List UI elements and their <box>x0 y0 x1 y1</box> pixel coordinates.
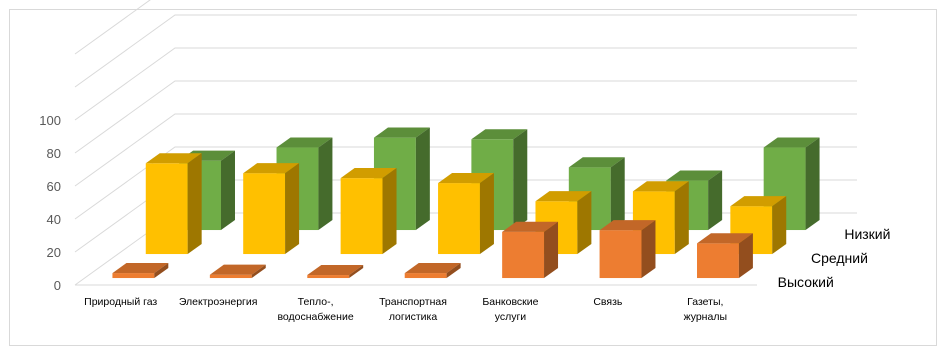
category-label: Газеты, журналы <box>684 296 727 323</box>
category-label: Транспортная логистика <box>379 296 447 323</box>
category-label: Электроэнергия <box>179 296 258 308</box>
category-labels: Природный газ Электроэнергия Тепло-, водосн… <box>84 296 727 323</box>
bar <box>599 220 656 279</box>
bar <box>112 263 169 279</box>
bar <box>502 221 559 279</box>
bar <box>276 137 333 231</box>
gridline <box>74 14 857 88</box>
y-tick-label: 20 <box>47 245 61 260</box>
series-label: Высокий <box>778 274 834 290</box>
series-label: Средний <box>811 250 868 266</box>
bar <box>438 173 494 255</box>
y-tick-label: 80 <box>47 146 61 161</box>
y-tick-label: 0 <box>54 278 61 293</box>
gridline <box>74 0 151 55</box>
category-label: Связь <box>593 296 623 308</box>
gridline <box>74 146 857 220</box>
bar <box>697 233 753 279</box>
category-label: Природный газ <box>84 296 157 308</box>
bar <box>243 163 300 255</box>
gridlines <box>74 0 857 286</box>
y-tick-label: 100 <box>39 113 61 128</box>
y-axis-ticks: 0 20 40 60 80 100 <box>39 113 61 293</box>
y-tick-label: 60 <box>47 179 61 194</box>
gridline <box>74 47 857 121</box>
gridline <box>74 80 857 154</box>
category-label: Банковские услуги <box>482 296 538 323</box>
y-tick-label: 40 <box>47 212 61 227</box>
gridline <box>74 113 857 187</box>
bar <box>307 264 364 279</box>
series-labels: Высокий Средний Низкий <box>778 226 891 290</box>
bars <box>112 127 820 279</box>
category-label: Тепло-, водоснабжение <box>277 296 353 323</box>
series-label: Низкий <box>844 226 890 242</box>
bar <box>209 264 266 279</box>
bar <box>340 168 397 255</box>
bar <box>145 153 202 255</box>
bar <box>404 263 461 279</box>
